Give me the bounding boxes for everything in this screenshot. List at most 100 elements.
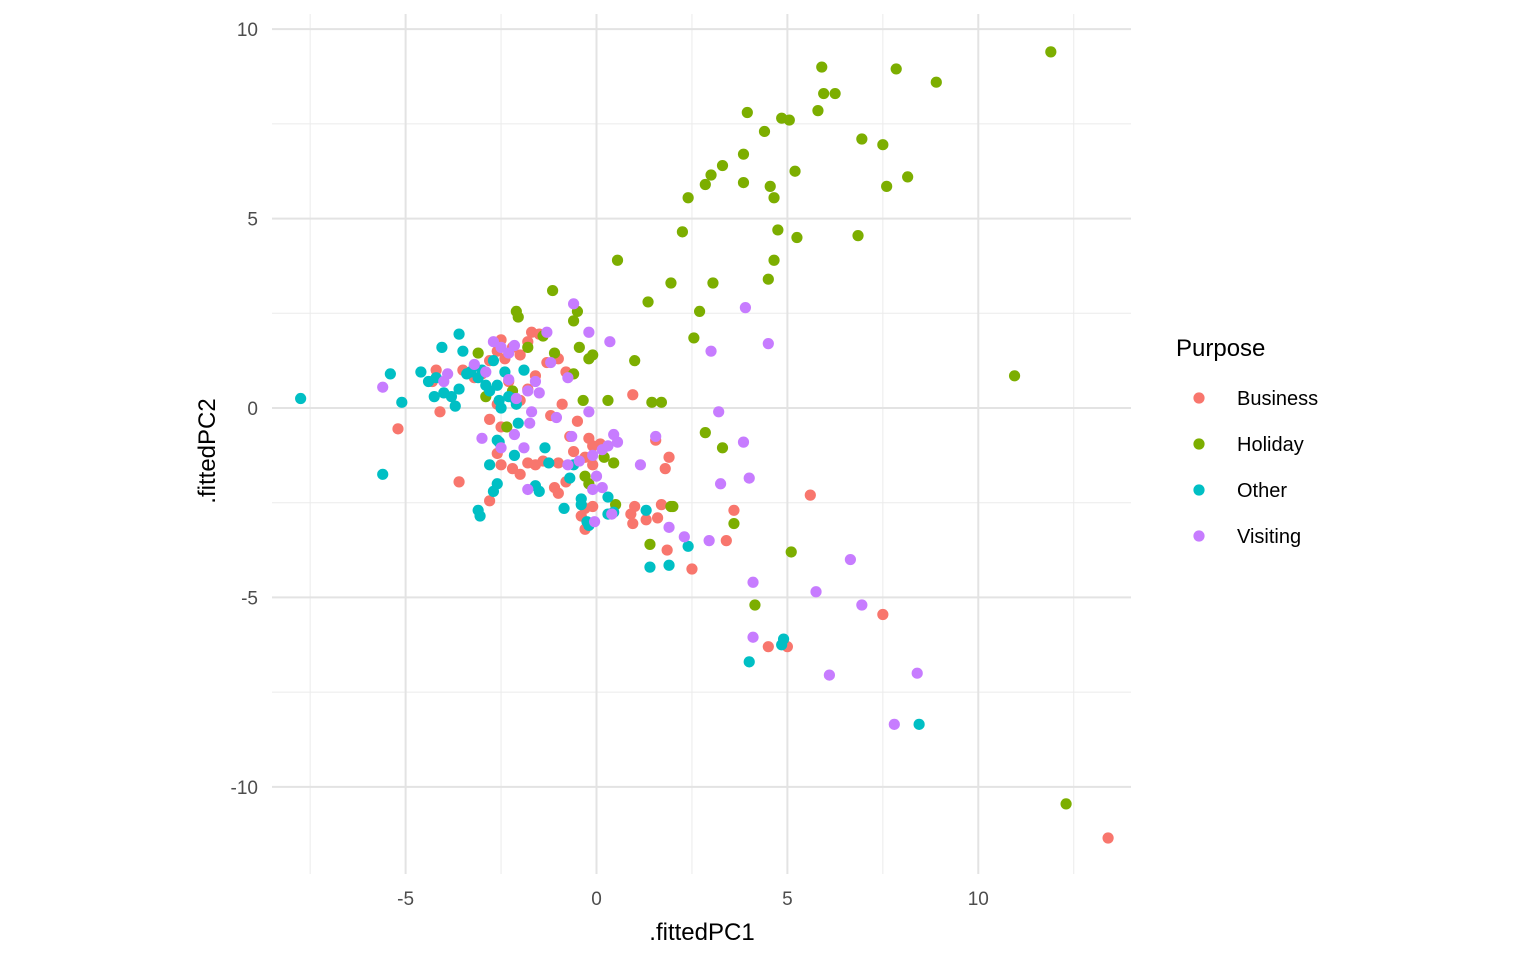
data-point bbox=[634, 459, 647, 471]
data-point bbox=[705, 169, 717, 181]
data-point bbox=[295, 392, 307, 405]
data-point bbox=[445, 391, 458, 403]
data-point bbox=[663, 559, 675, 571]
data-point bbox=[791, 231, 803, 244]
data-point bbox=[810, 586, 822, 598]
data-point bbox=[468, 358, 480, 371]
data-point bbox=[890, 63, 902, 75]
legend-key bbox=[1193, 484, 1205, 496]
data-point bbox=[487, 336, 500, 348]
data-point bbox=[568, 445, 580, 458]
data-point bbox=[428, 391, 440, 403]
data-point bbox=[688, 332, 700, 344]
data-point bbox=[522, 483, 534, 496]
data-point bbox=[913, 718, 925, 730]
data-point bbox=[552, 487, 564, 499]
data-point bbox=[646, 396, 658, 408]
legend-title: Purpose bbox=[1176, 335, 1265, 362]
data-point bbox=[714, 478, 727, 490]
data-point bbox=[844, 553, 856, 566]
data-point bbox=[762, 641, 774, 653]
data-point bbox=[453, 383, 465, 395]
data-point bbox=[522, 341, 534, 353]
data-point bbox=[1008, 370, 1021, 382]
data-point bbox=[716, 159, 729, 172]
data-point bbox=[495, 459, 507, 471]
data-point bbox=[587, 500, 599, 513]
data-point bbox=[747, 576, 759, 588]
data-point bbox=[392, 423, 404, 435]
data-point bbox=[640, 504, 652, 516]
data-point bbox=[415, 366, 427, 378]
data-point bbox=[611, 254, 624, 266]
data-point bbox=[877, 139, 889, 151]
data-point bbox=[503, 373, 515, 386]
y-axis-ticks: 10 5 0 -5 -10 bbox=[231, 20, 258, 799]
data-point bbox=[396, 396, 408, 408]
data-point bbox=[663, 521, 675, 533]
data-point bbox=[768, 192, 780, 204]
data-point bbox=[1060, 798, 1072, 810]
data-point bbox=[571, 415, 584, 427]
data-point bbox=[457, 345, 469, 357]
x-axis-ticks: -5 0 5 10 bbox=[397, 889, 989, 910]
legend-item-other: Other bbox=[1193, 480, 1287, 502]
data-point bbox=[476, 432, 488, 444]
y-tick-label: 10 bbox=[237, 20, 258, 41]
legend-label: Visiting bbox=[1237, 526, 1301, 548]
data-point bbox=[512, 311, 524, 323]
data-point bbox=[573, 455, 585, 467]
data-point bbox=[526, 406, 538, 418]
data-point bbox=[512, 417, 524, 429]
data-point bbox=[449, 400, 461, 412]
data-point bbox=[713, 406, 725, 418]
data-point bbox=[568, 315, 580, 327]
data-point bbox=[772, 224, 784, 236]
data-point bbox=[518, 442, 530, 454]
data-point bbox=[627, 517, 639, 530]
data-point bbox=[522, 385, 534, 397]
data-point bbox=[453, 328, 465, 340]
data-point bbox=[587, 349, 599, 361]
data-point bbox=[881, 180, 893, 192]
data-point bbox=[495, 442, 507, 454]
data-point bbox=[762, 338, 774, 350]
data-point bbox=[522, 457, 534, 469]
data-point bbox=[508, 428, 521, 441]
data-point bbox=[583, 326, 595, 338]
data-point bbox=[484, 495, 496, 507]
data-point bbox=[608, 457, 620, 469]
data-point bbox=[1102, 832, 1114, 844]
data-point bbox=[472, 347, 484, 359]
data-point bbox=[564, 472, 576, 484]
data-point bbox=[667, 500, 679, 513]
data-point bbox=[737, 148, 750, 160]
data-point bbox=[789, 165, 801, 177]
x-tick-label: 0 bbox=[591, 889, 602, 910]
data-point bbox=[743, 472, 755, 484]
data-point bbox=[816, 61, 828, 73]
x-tick-label: -5 bbox=[397, 889, 414, 910]
legend-label: Holiday bbox=[1237, 434, 1304, 456]
data-point bbox=[577, 394, 589, 407]
data-point bbox=[487, 485, 500, 497]
data-point bbox=[487, 355, 500, 367]
data-point bbox=[495, 341, 507, 353]
data-point bbox=[602, 394, 614, 407]
data-point bbox=[596, 481, 608, 494]
data-point bbox=[514, 349, 526, 361]
data-point bbox=[529, 375, 542, 388]
data-point bbox=[503, 347, 515, 359]
data-point bbox=[508, 339, 521, 352]
data-point bbox=[583, 406, 595, 418]
data-point bbox=[911, 667, 923, 679]
x-axis-title: .fittedPC1 bbox=[649, 919, 754, 946]
data-point bbox=[562, 372, 574, 384]
data-point bbox=[741, 106, 753, 119]
data-point bbox=[902, 171, 914, 183]
y-tick-label: 5 bbox=[247, 210, 258, 231]
y-tick-label: 0 bbox=[247, 399, 258, 420]
data-point bbox=[480, 366, 492, 378]
data-point bbox=[606, 508, 618, 520]
data-point bbox=[764, 180, 776, 192]
